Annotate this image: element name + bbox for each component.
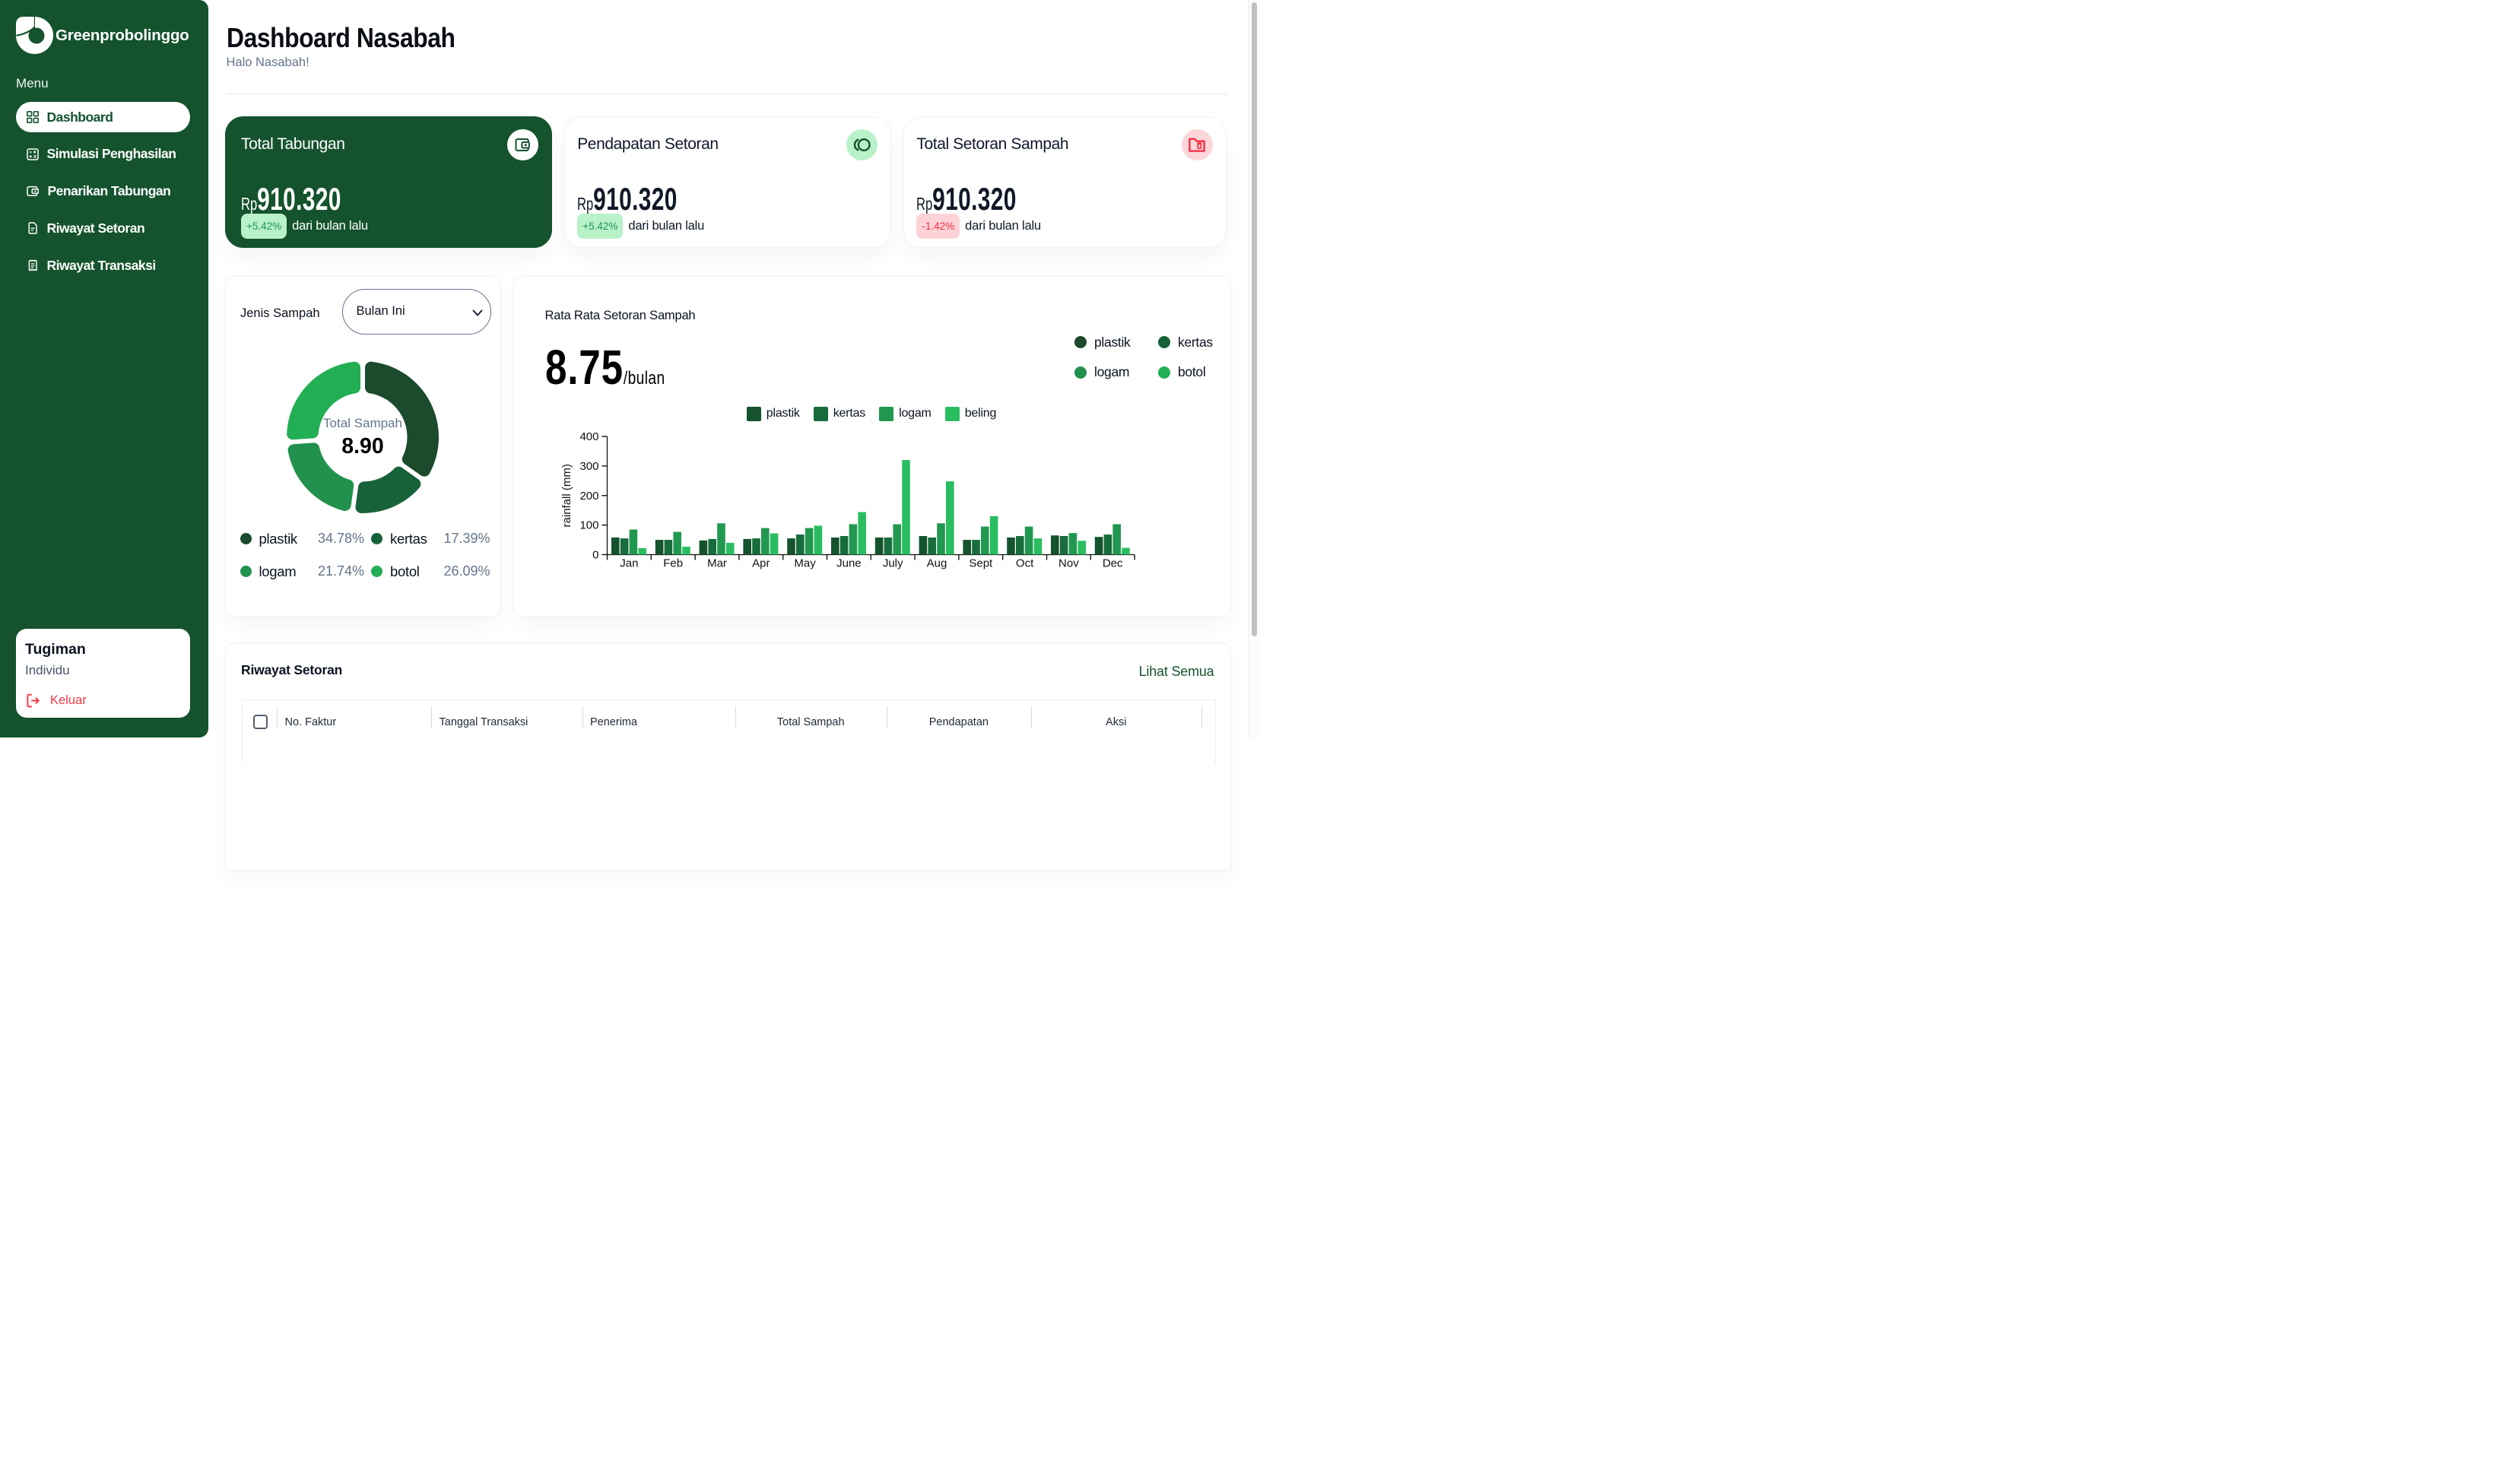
- svg-text:Jan: Jan: [620, 557, 638, 569]
- svg-text:rainfall (mm): rainfall (mm): [560, 464, 573, 527]
- svg-text:July: July: [883, 557, 903, 569]
- svg-text:Mar: Mar: [707, 557, 727, 569]
- svg-text:300: 300: [579, 459, 598, 472]
- svg-text:May: May: [794, 557, 816, 569]
- svg-text:Aug: Aug: [927, 557, 947, 569]
- svg-text:Oct: Oct: [1016, 557, 1034, 569]
- svg-text:100: 100: [579, 519, 598, 531]
- svg-text:Apr: Apr: [752, 557, 770, 569]
- svg-text:0: 0: [592, 548, 598, 561]
- svg-text:Feb: Feb: [663, 557, 683, 569]
- svg-text:400: 400: [579, 430, 598, 443]
- svg-text:June: June: [836, 557, 862, 569]
- svg-text:200: 200: [579, 489, 598, 502]
- svg-text:Dec: Dec: [1103, 557, 1123, 569]
- svg-text:Sept: Sept: [969, 557, 993, 569]
- svg-text:Nov: Nov: [1058, 557, 1079, 569]
